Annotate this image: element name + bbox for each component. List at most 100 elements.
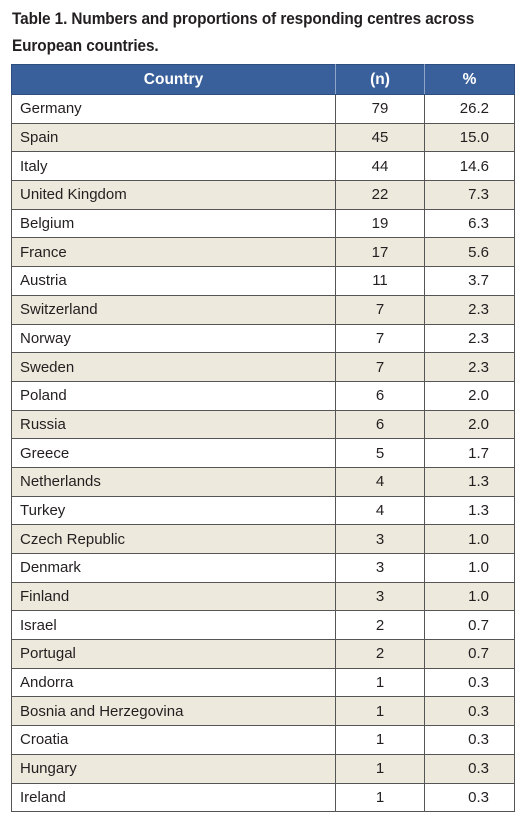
percent-cell: 2.3 [424,352,515,382]
country-cell: Sweden [11,352,336,382]
table-row: Poland 6 2.0 [11,380,515,411]
table-row: United Kingdom 22 7.3 [11,180,515,210]
count-cell: 2 [335,610,425,641]
table-row: Russia 6 2.0 [11,409,515,440]
country-cell: Hungary [11,753,336,784]
table-row: Sweden 7 2.3 [11,352,515,382]
country-cell: Turkey [11,495,336,526]
percent-cell: 0.3 [424,782,515,813]
country-cell: Czech Republic [11,524,336,554]
countries-table: Country (n) % Germany 79 26.2 Spain 45 15.0 It… [11,64,515,813]
percent-cell: 0.3 [424,696,515,727]
count-cell: 1 [335,696,425,727]
table-row: Norway 7 2.3 [11,323,515,354]
percent-cell: 0.3 [424,667,515,698]
caption-line-1: Table 1. Numbers and proportions of resp… [12,10,475,28]
percent-cell: 2.3 [424,323,515,354]
count-cell: 7 [335,294,425,325]
percent-cell: 1.0 [424,524,515,554]
country-cell: Greece [11,438,336,468]
percent-cell: 0.3 [424,725,515,755]
table-row: Spain 45 15.0 [11,122,515,153]
table-row: France 17 5.6 [11,237,515,268]
count-cell: 1 [335,753,425,784]
country-cell: Spain [11,122,336,153]
count-cell: 22 [335,180,425,210]
percent-cell: 26.2 [424,94,515,124]
table-row: Andorra 1 0.3 [11,667,515,698]
caption-line-2: European countries. [12,37,159,55]
count-cell: 3 [335,524,425,554]
count-cell: 44 [335,151,425,182]
percent-cell: 1.3 [424,495,515,526]
percent-cell: 2.0 [424,409,515,440]
percent-cell: 7.3 [424,180,515,210]
country-cell: Croatia [11,725,336,755]
count-cell: 5 [335,438,425,468]
country-cell: Portugal [11,639,336,669]
count-cell: 1 [335,667,425,698]
percent-cell: 15.0 [424,122,515,153]
percent-cell: 0.3 [424,753,515,784]
table-row: Bosnia and Herzegovina 1 0.3 [11,696,515,727]
header-percent: % [424,64,515,95]
percent-cell: 0.7 [424,610,515,641]
count-cell: 1 [335,782,425,813]
country-cell: Netherlands [11,466,336,497]
table-row: Portugal 2 0.7 [11,639,515,669]
table-header-row: Country (n) % [11,64,515,95]
count-cell: 3 [335,553,425,583]
country-cell: Germany [11,94,336,124]
country-cell: Russia [11,409,336,440]
table-row: Czech Republic 3 1.0 [11,524,515,554]
country-cell: Ireland [11,782,336,813]
table-row: Finland 3 1.0 [11,581,515,612]
table-row: Denmark 3 1.0 [11,553,515,583]
count-cell: 7 [335,323,425,354]
header-n: (n) [335,64,425,95]
country-cell: Andorra [11,667,336,698]
count-cell: 79 [335,94,425,124]
percent-cell: 1.0 [424,581,515,612]
country-cell: Bosnia and Herzegovina [11,696,336,727]
table-caption: Table 1. Numbers and proportions of resp… [12,6,477,60]
count-cell: 3 [335,581,425,612]
percent-cell: 3.7 [424,266,515,296]
table-row: Austria 11 3.7 [11,266,515,296]
country-cell: France [11,237,336,268]
count-cell: 4 [335,495,425,526]
table-row: Greece 5 1.7 [11,438,515,468]
table-row: Switzerland 7 2.3 [11,294,515,325]
country-cell: Italy [11,151,336,182]
country-cell: Denmark [11,553,336,583]
count-cell: 4 [335,466,425,497]
table-row: Germany 79 26.2 [11,94,515,124]
percent-cell: 5.6 [424,237,515,268]
percent-cell: 1.3 [424,466,515,497]
percent-cell: 0.7 [424,639,515,669]
country-cell: Finland [11,581,336,612]
count-cell: 45 [335,122,425,153]
percent-cell: 6.3 [424,208,515,239]
country-cell: Israel [11,610,336,641]
table-row: Italy 44 14.6 [11,151,515,182]
table-row: Hungary 1 0.3 [11,753,515,784]
country-cell: Poland [11,380,336,411]
count-cell: 19 [335,208,425,239]
country-cell: Belgium [11,208,336,239]
table-row: Ireland 1 0.3 [11,782,515,813]
table-row: Belgium 19 6.3 [11,208,515,239]
percent-cell: 1.7 [424,438,515,468]
table-row: Turkey 4 1.3 [11,495,515,526]
country-cell: Norway [11,323,336,354]
table-row: Israel 2 0.7 [11,610,515,641]
percent-cell: 14.6 [424,151,515,182]
country-cell: Switzerland [11,294,336,325]
count-cell: 11 [335,266,425,296]
count-cell: 17 [335,237,425,268]
count-cell: 2 [335,639,425,669]
table-row: Croatia 1 0.3 [11,725,515,755]
count-cell: 1 [335,725,425,755]
percent-cell: 2.0 [424,380,515,411]
table-row: Netherlands 4 1.3 [11,466,515,497]
